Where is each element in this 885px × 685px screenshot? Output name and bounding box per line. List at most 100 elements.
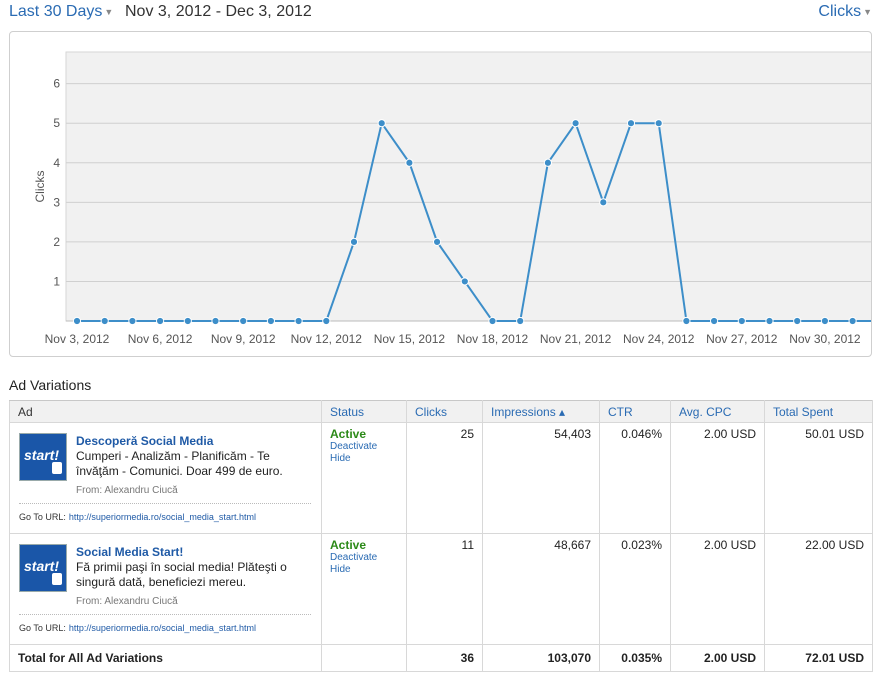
data-point: [682, 316, 691, 326]
data-point: [72, 316, 82, 326]
data-point: [710, 316, 719, 326]
ad-preview: start! Social Media Start! Fă primii paş…: [9, 533, 322, 645]
total-spent-cell: 50.01 USD: [764, 422, 873, 534]
y-tick-label: 4: [53, 156, 60, 170]
total-ctr: 0.035%: [599, 644, 671, 672]
ad-preview: start! Descoperă Social Media Cumperi - …: [9, 422, 322, 534]
total-row: Total for All Ad Variations 36 103,070 0…: [9, 644, 873, 672]
data-point: [405, 158, 414, 167]
x-tick-label: Nov 27, 2012: [706, 332, 778, 346]
ad-body-text: Fă primii paşi în social media! Plăteşti…: [76, 560, 287, 589]
y-tick-label: 3: [53, 195, 60, 209]
ctr-cell: 0.046%: [599, 422, 671, 534]
x-tick-label: Nov 24, 2012: [623, 332, 695, 346]
table-header-row: Ad Status Clicks Impressions ▴ CTR Avg. …: [9, 400, 873, 423]
x-tick-label: Nov 9, 2012: [211, 332, 276, 346]
total-clicks: 36: [406, 644, 483, 672]
data-point: [322, 316, 331, 326]
x-tick-label: Nov 21, 2012: [540, 332, 612, 346]
table-row: start! Descoperă Social Media Cumperi - …: [9, 422, 873, 534]
data-point: [654, 119, 663, 128]
data-point: [599, 198, 608, 207]
metric-dropdown[interactable]: Clicks ▼: [818, 3, 872, 21]
date-range-dropdown-label: Last 30 Days: [9, 3, 103, 20]
data-point: [294, 316, 303, 326]
impressions-cell: 54,403: [482, 422, 600, 534]
caret-down-icon: ▼: [104, 6, 114, 17]
status-badge: Active: [330, 538, 367, 552]
data-point: [848, 316, 857, 326]
data-point: [793, 316, 802, 326]
ad-url-link[interactable]: http://superiormedia.ro/social_media_sta…: [68, 623, 256, 633]
divider: [19, 614, 311, 615]
status-cell: Active Deactivate Hide: [321, 422, 407, 534]
y-tick-label: 1: [53, 274, 60, 288]
data-point: [433, 237, 442, 246]
top-bar: Last 30 Days ▼ Nov 3, 2012 - Dec 3, 2012 …: [0, 0, 885, 26]
data-point: [820, 316, 830, 326]
hide-link[interactable]: Hide: [330, 453, 351, 464]
hand-cursor-icon: [52, 573, 62, 585]
x-tick-label: Nov 18, 2012: [457, 332, 529, 346]
ad-body-text: Cumperi - Analizăm - Planificăm - Te înv…: [76, 449, 283, 478]
total-avg-cpc: 2.00 USD: [670, 644, 765, 672]
plot-area: [65, 51, 871, 322]
data-point: [183, 316, 192, 326]
y-axis-label: Clicks: [33, 171, 47, 203]
data-point: [460, 277, 469, 286]
total-label: Total for All Ad Variations: [9, 644, 322, 672]
data-point: [377, 119, 386, 128]
status-cell: Active Deactivate Hide: [321, 533, 407, 645]
ad-url-link[interactable]: http://superiormedia.ro/social_media_sta…: [68, 512, 256, 522]
ad-thumbnail[interactable]: start!: [19, 544, 67, 592]
x-tick-label: Nov 30, 2012: [789, 332, 861, 346]
ad-variations-table: Ad Status Clicks Impressions ▴ CTR Avg. …: [9, 400, 873, 672]
column-header-status[interactable]: Status: [321, 400, 407, 423]
divider: [19, 503, 311, 504]
avg-cpc-cell: 2.00 USD: [670, 422, 765, 534]
data-point: [349, 237, 359, 246]
clicks-line-chart: 1 2 3 4 5 6 Clicks Nov 3, 2012 Nov 6, 2012 Nov 9,…: [33, 51, 871, 346]
total-status-cell: [321, 644, 407, 672]
ad-from-text: From: Alexandru Ciucă: [76, 485, 178, 496]
column-header-ctr[interactable]: CTR: [599, 400, 671, 423]
ad-title-link[interactable]: Descoperă Social Media: [76, 434, 214, 448]
ad-title-link[interactable]: Social Media Start!: [76, 545, 184, 559]
data-point: [239, 316, 248, 326]
data-point: [211, 316, 220, 326]
data-point: [626, 119, 636, 128]
column-header-total-spent[interactable]: Total Spent: [764, 400, 873, 423]
status-badge: Active: [330, 427, 367, 441]
data-point: [488, 316, 497, 326]
data-point: [737, 316, 746, 326]
deactivate-link[interactable]: Deactivate: [330, 552, 378, 563]
data-point: [765, 316, 774, 326]
column-header-clicks[interactable]: Clicks: [406, 400, 483, 423]
y-tick-label: 2: [53, 235, 60, 249]
column-header-ad: Ad: [9, 400, 322, 423]
date-range-dropdown[interactable]: Last 30 Days ▼: [9, 3, 113, 21]
data-point: [128, 316, 137, 326]
clicks-cell: 11: [406, 533, 483, 645]
ad-url-line: Go To URL: http://superiormedia.ro/social…: [19, 512, 256, 522]
avg-cpc-cell: 2.00 USD: [670, 533, 765, 645]
go-to-url-label: Go To URL:: [19, 512, 66, 522]
x-tick-label: Nov 3, 2012: [45, 332, 110, 346]
x-tick-label: Nov 15, 2012: [374, 332, 446, 346]
ad-from-text: From: Alexandru Ciucă: [76, 596, 178, 607]
data-point: [543, 158, 553, 167]
data-point: [156, 316, 165, 326]
ad-thumbnail[interactable]: start!: [19, 433, 67, 481]
column-header-impressions[interactable]: Impressions ▴: [482, 400, 600, 423]
column-header-avg-cpc[interactable]: Avg. CPC: [670, 400, 765, 423]
ctr-cell: 0.023%: [599, 533, 671, 645]
date-range-text: Nov 3, 2012 - Dec 3, 2012: [125, 3, 312, 20]
clicks-cell: 25: [406, 422, 483, 534]
deactivate-link[interactable]: Deactivate: [330, 441, 378, 452]
table-row: start! Social Media Start! Fă primii paş…: [9, 533, 873, 645]
x-tick-label: Nov 12, 2012: [291, 332, 363, 346]
hide-link[interactable]: Hide: [330, 564, 351, 575]
total-spent-cell: 22.00 USD: [764, 533, 873, 645]
data-point: [100, 316, 109, 326]
data-point: [571, 119, 580, 128]
